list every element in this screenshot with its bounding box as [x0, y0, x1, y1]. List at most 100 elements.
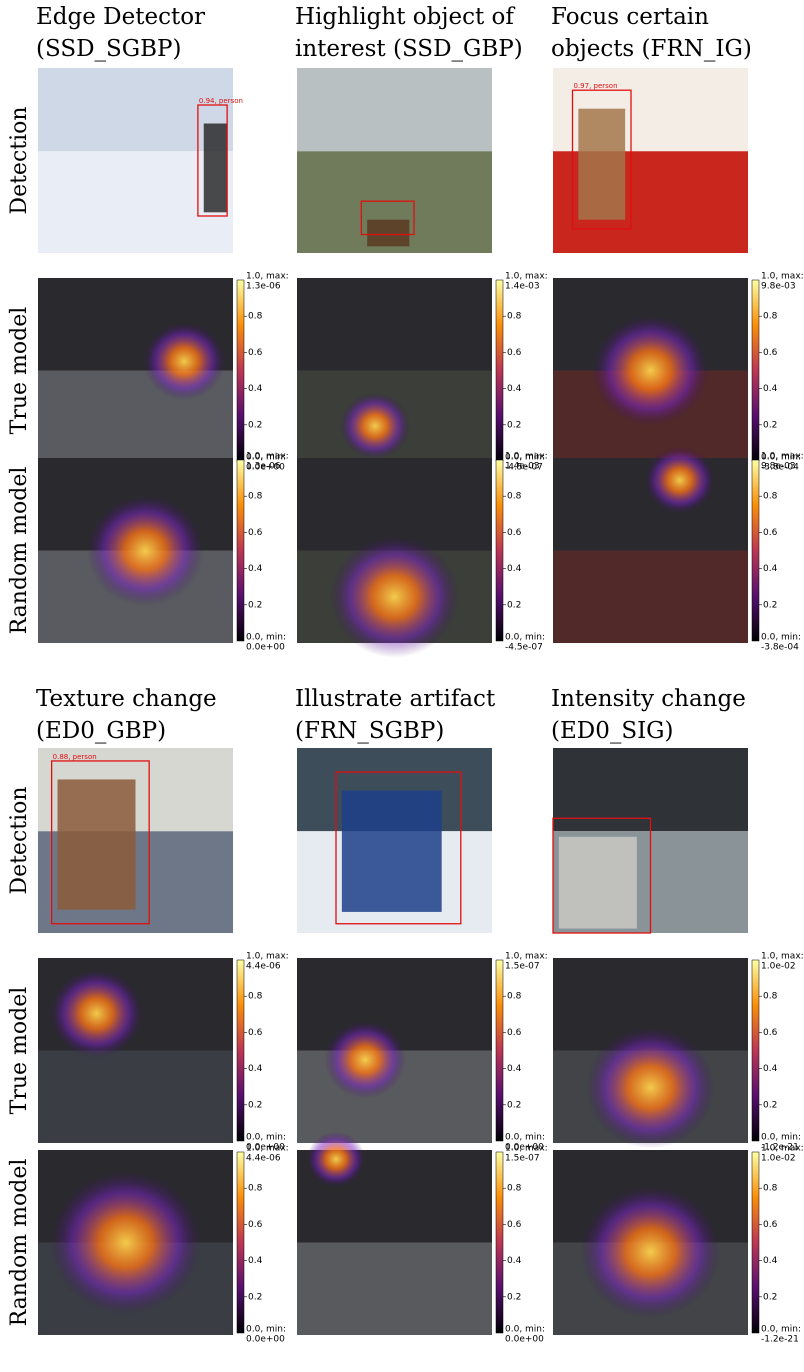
colorbar — [236, 459, 245, 642]
detection-box — [51, 760, 150, 925]
colorbar-tick-label: 0.8 — [507, 1184, 522, 1194]
colorbar — [495, 1151, 504, 1334]
colorbar-max-label: 1.0, max: — [761, 952, 804, 962]
saliency-blob — [49, 969, 144, 1058]
saliency-image — [38, 458, 233, 643]
colorbar-tick-label: 0.4 — [507, 1064, 522, 1074]
colorbar-max: 1.4e-03 — [505, 462, 540, 472]
colorbar — [751, 959, 760, 1142]
saliency-blob — [592, 315, 709, 426]
row-label: Random model — [7, 467, 32, 635]
column-title: interest (SSD_GBP) — [295, 36, 523, 62]
colorbar-tick-label: 0.8 — [248, 492, 263, 502]
colorbar-tick-label: 0.6 — [507, 1220, 522, 1230]
row-label: Random model — [7, 1159, 32, 1327]
colorbar-tick-label: 0.2 — [763, 420, 777, 430]
colorbar-max: 1.4e-03 — [505, 282, 540, 292]
colorbar-max-label: 1.0, max: — [761, 1144, 804, 1154]
colorbar-min-label: 0.0, min: — [505, 1325, 545, 1335]
colorbar-max-label: 1.0, max: — [505, 452, 548, 462]
column-title: Illustrate artifact — [295, 686, 496, 712]
detection-box — [571, 89, 632, 230]
colorbar-max: 1.0e-02 — [761, 962, 796, 972]
saliency-blob — [339, 392, 411, 460]
colorbar — [751, 279, 760, 462]
colorbar-tick-label: 0.6 — [248, 528, 263, 538]
colorbar-min: 0.0e+00 — [505, 1143, 544, 1153]
colorbar-min: 0.0e+00 — [505, 1335, 544, 1345]
colorbar — [236, 1151, 245, 1334]
colorbar — [495, 459, 504, 642]
colorbar — [751, 459, 760, 642]
row-label: True model — [7, 307, 32, 435]
colorbar-max: 1.3e-06 — [246, 282, 281, 292]
subject — [341, 790, 442, 912]
colorbar-min-label: 0.0, min: — [246, 1133, 286, 1143]
row-label: True model — [7, 987, 32, 1115]
colorbar-tick-label: 0.2 — [248, 1100, 262, 1110]
colorbar-min-label: 0.0, min: — [246, 453, 286, 463]
colorbar-tick-label: 0.8 — [763, 1184, 778, 1194]
detection-box — [552, 817, 652, 934]
colorbar-tick-label: 0.2 — [507, 1292, 521, 1302]
colorbar-tick-label: 0.2 — [248, 600, 262, 610]
colorbar-min: 0.0e+00 — [246, 643, 285, 653]
colorbar-tick-label: 0.6 — [507, 1028, 522, 1038]
saliency-blob — [644, 446, 715, 514]
saliency-image — [38, 278, 233, 463]
colorbar-min-label: 0.0, min: — [505, 453, 545, 463]
colorbar-tick-label: 0.4 — [507, 1256, 522, 1266]
colorbar-tick-label: 0.8 — [763, 492, 778, 502]
dim-ground — [553, 550, 748, 643]
colorbar-min-label: 0.0, min: — [246, 633, 286, 643]
colorbar-max: 4.4e-06 — [246, 962, 281, 972]
colorbar-tick-label: 0.8 — [763, 992, 778, 1002]
colorbar-min-label: 0.0, min: — [761, 1325, 801, 1335]
photo-top — [297, 68, 492, 152]
subject — [558, 836, 637, 929]
colorbar-tick-label: 0.2 — [248, 1292, 262, 1302]
colorbar-tick-label: 0.6 — [763, 348, 778, 358]
colorbar-tick-label: 0.6 — [248, 348, 263, 358]
colorbar-tick-label: 0.8 — [248, 1184, 263, 1194]
colorbar-min-label: 0.0, min: — [246, 1325, 286, 1335]
colorbar-tick-label: 0.2 — [763, 1292, 777, 1302]
column-title: (SSD_SGBP) — [36, 36, 182, 62]
photo-top — [38, 68, 233, 152]
detection-label: 0.97, person — [574, 82, 618, 90]
colorbar-min-label: 0.0, min: — [505, 633, 545, 643]
colorbar — [236, 279, 245, 462]
colorbar-tick-label: 0.8 — [507, 312, 522, 322]
column-title: (ED0_SIG) — [551, 718, 674, 744]
colorbar-tick-label: 0.4 — [763, 384, 778, 394]
colorbar-tick-label: 0.6 — [507, 528, 522, 538]
colorbar-tick-label: 0.4 — [763, 564, 778, 574]
colorbar-tick-label: 0.4 — [507, 564, 522, 574]
detection-label: 0.88, person — [53, 753, 97, 761]
colorbar-tick-label: 0.8 — [507, 992, 522, 1002]
saliency-image — [38, 958, 233, 1143]
colorbar-tick-label: 0.4 — [248, 1064, 263, 1074]
row-label: Detection — [7, 786, 32, 894]
colorbar-min-label: 0.0, min: — [761, 1133, 801, 1143]
saliency-blob — [306, 1131, 366, 1187]
colorbar — [495, 279, 504, 462]
column-title: Focus certain — [551, 4, 709, 30]
colorbar-tick-label: 0.4 — [763, 1064, 778, 1074]
colorbar-min-label: 0.0, min: — [505, 1133, 545, 1143]
saliency-blob — [330, 535, 459, 658]
colorbar-max: 1.3e-06 — [246, 462, 281, 472]
colorbar-max: 1.0e-02 — [761, 1154, 796, 1164]
detection-image — [552, 748, 748, 934]
colorbar-tick-label: 0.2 — [507, 600, 521, 610]
detection-box — [335, 771, 462, 925]
colorbar — [495, 959, 504, 1142]
detection-image — [297, 68, 492, 253]
photo-top — [553, 748, 748, 832]
colorbar-max: 9.8e-03 — [761, 462, 796, 472]
saliency-image — [553, 958, 748, 1149]
colorbar-tick-label: 0.8 — [248, 312, 263, 322]
colorbar-min: 0.0e+00 — [246, 463, 285, 473]
colorbar-min-label: 0.0, min: — [761, 633, 801, 643]
column-title: Texture change — [36, 686, 217, 712]
